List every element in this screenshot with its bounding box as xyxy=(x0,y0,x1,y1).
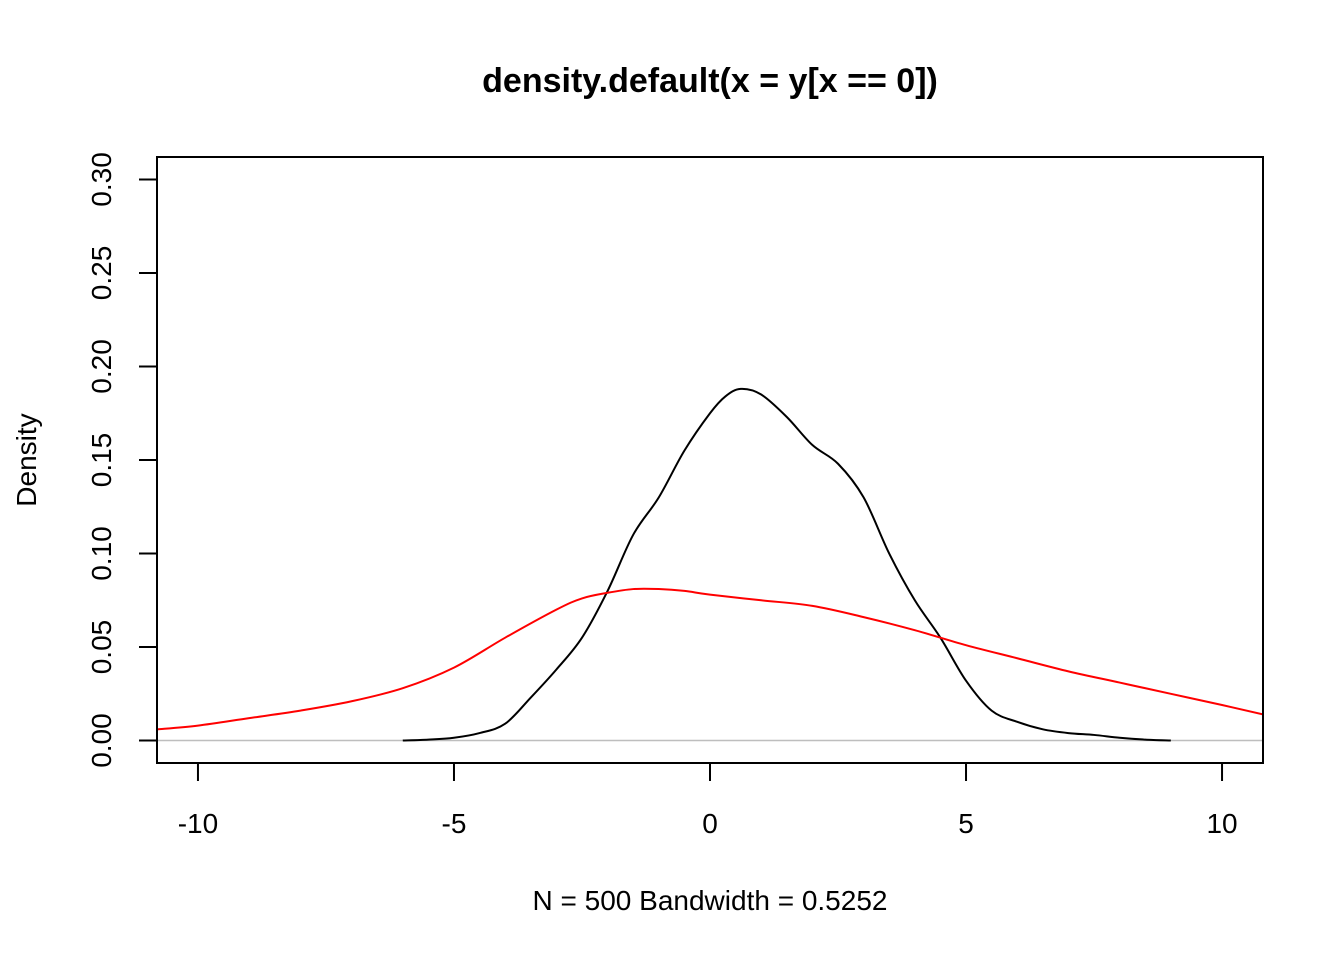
plot-layer: -10 -5 0 5 10 0.00 0.05 0.10 0.15 0.20 0.25 0.30 xyxy=(86,152,1263,839)
density-curve-black xyxy=(402,387,1171,742)
density-curve-red xyxy=(157,587,1263,731)
y-axis-label: Density xyxy=(11,413,42,506)
x-tick-label: 0 xyxy=(702,808,718,839)
y-tick-label: 0.25 xyxy=(86,246,117,301)
y-tick-label: 0.00 xyxy=(86,713,117,768)
y-tick-label: 0.15 xyxy=(86,433,117,488)
x-tick-label: 10 xyxy=(1206,808,1237,839)
x-tick-label: -10 xyxy=(178,808,218,839)
x-tick-label: -5 xyxy=(442,808,467,839)
chart-title: density.default(x = y[x == 0]) xyxy=(482,62,938,100)
y-tick-label: 0.10 xyxy=(86,526,117,581)
plot-frame xyxy=(156,156,1264,764)
x-tick-label: 5 xyxy=(958,808,974,839)
y-tick-label: 0.20 xyxy=(86,339,117,394)
x-axis-label: N = 500 Bandwidth = 0.5252 xyxy=(533,885,888,916)
y-tick-label: 0.05 xyxy=(86,620,117,675)
y-tick-label: 0.30 xyxy=(86,152,117,207)
